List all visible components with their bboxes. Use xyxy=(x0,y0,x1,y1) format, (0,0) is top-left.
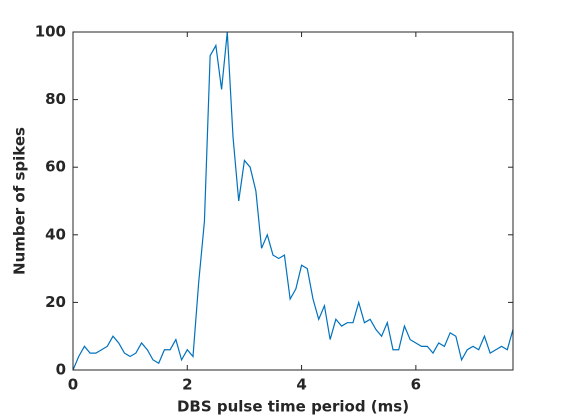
y-tick-label: 80 xyxy=(45,90,66,108)
y-tick-label: 100 xyxy=(35,23,66,41)
x-axis-label: DBS pulse time period (ms) xyxy=(177,398,409,416)
x-tick-label: 0 xyxy=(68,376,78,394)
plot-area xyxy=(73,32,513,370)
y-tick-label: 20 xyxy=(45,293,66,311)
x-tick-label: 2 xyxy=(182,376,192,394)
axes-box xyxy=(72,31,514,371)
y-tick-label: 40 xyxy=(45,225,66,243)
y-tick-label: 0 xyxy=(56,361,66,379)
y-axis-label: Number of spikes xyxy=(11,127,29,275)
x-tick-label: 4 xyxy=(296,376,306,394)
data-line xyxy=(72,31,514,371)
y-tick-label: 60 xyxy=(45,158,66,176)
x-tick-label: 6 xyxy=(411,376,421,394)
